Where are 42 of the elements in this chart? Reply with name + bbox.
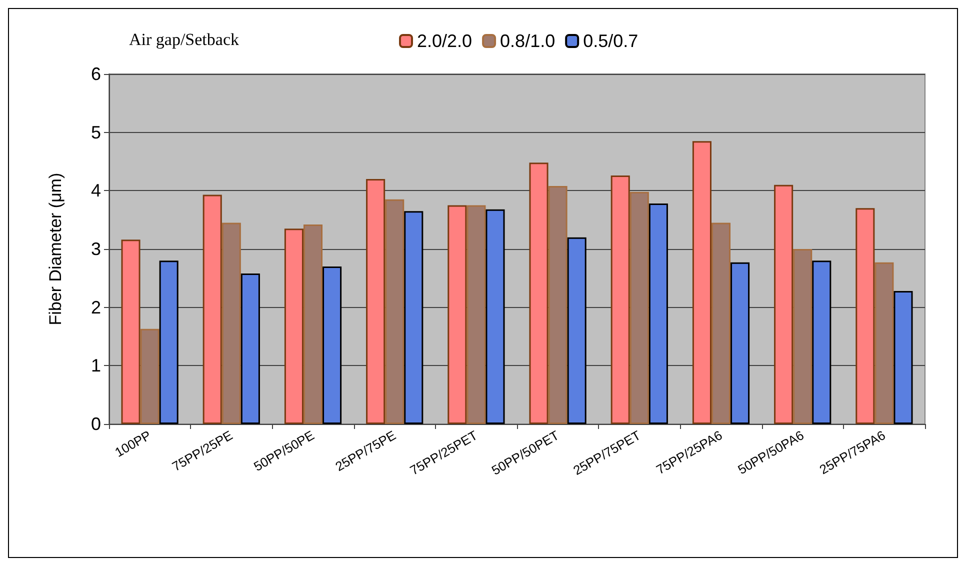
legend-label: 0.8/1.0 [500, 31, 556, 51]
bar [894, 291, 913, 424]
bar [874, 262, 894, 424]
bar [529, 162, 548, 424]
bar [610, 176, 630, 424]
y-tick-label: 4 [90, 180, 101, 201]
y-axis-title: Fiber Diameter (μm) [46, 172, 65, 326]
bar [240, 274, 260, 424]
bar [202, 194, 222, 424]
y-tick-label: 2 [90, 297, 101, 318]
bar [793, 249, 812, 424]
bar [486, 209, 505, 424]
y-tick-label: 5 [90, 122, 101, 142]
bar [548, 186, 568, 424]
bar [303, 224, 323, 424]
bar [466, 205, 486, 424]
y-tick-label: 1 [90, 356, 101, 376]
bar [692, 141, 712, 424]
y-tick-label: 6 [90, 64, 101, 84]
bar [856, 208, 875, 424]
y-tick-label: 3 [90, 239, 101, 259]
bar [222, 222, 241, 424]
legend-label: 0.5/0.7 [583, 31, 638, 51]
bar [404, 211, 424, 424]
bar [711, 222, 731, 424]
bar [448, 205, 467, 424]
bar [121, 240, 140, 424]
legend-title: Air gap/Setback [129, 30, 240, 49]
bar [774, 184, 794, 424]
legend-label: 2.0/2.0 [417, 31, 472, 51]
bar [322, 266, 342, 424]
bar [140, 328, 160, 424]
y-tick-label: 0 [90, 414, 101, 434]
bar [567, 237, 586, 424]
bar [812, 260, 832, 424]
bar [630, 192, 649, 424]
bar [159, 260, 178, 424]
bar [284, 228, 304, 424]
bar [648, 204, 668, 424]
bar [366, 179, 386, 424]
bar [385, 199, 404, 424]
bar [730, 262, 750, 424]
